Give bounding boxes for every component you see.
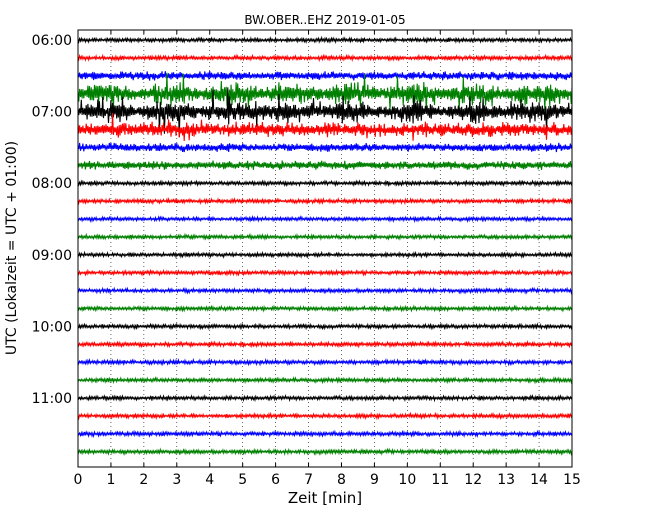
y-tick-label: 10:00 — [32, 319, 72, 335]
x-tick-label: 11 — [431, 472, 449, 488]
y-tick-label: 08:00 — [32, 176, 72, 192]
y-tick-label: 11:00 — [32, 391, 72, 407]
x-tick-label: 5 — [238, 472, 247, 488]
chart-title: BW.OBER..EHZ 2019-01-05 — [244, 13, 405, 27]
x-tick-label: 9 — [370, 472, 379, 488]
trace-1100 — [77, 393, 573, 403]
trace-1145 — [77, 447, 573, 456]
y-axis-ticks: 06:00 07:00 08:00 09:00 10:00 11:00 — [32, 33, 572, 407]
x-tick-label: 8 — [337, 472, 346, 488]
x-tick-label: 7 — [304, 472, 313, 488]
trace-0900 — [77, 250, 573, 259]
trace-0745 — [77, 160, 573, 170]
trace-1015 — [77, 340, 573, 349]
x-tick-label: 14 — [530, 472, 548, 488]
trace-0800 — [77, 179, 573, 188]
y-tick-label: 06:00 — [32, 33, 72, 49]
x-tick-label: 6 — [271, 472, 280, 488]
x-axis-label: Zeit [min] — [288, 489, 362, 507]
x-tick-label: 3 — [172, 472, 181, 488]
trace-0915 — [77, 268, 573, 277]
trace-1000 — [77, 322, 573, 331]
y-axis-label: UTC (Lokalzeit = UTC + 01:00) — [4, 141, 20, 355]
trace-0830 — [77, 214, 573, 224]
x-tick-label: 12 — [464, 472, 482, 488]
trace-0645 — [77, 72, 573, 113]
y-tick-label: 09:00 — [32, 248, 72, 264]
x-tick-label: 2 — [139, 472, 148, 488]
trace-1130 — [77, 429, 573, 439]
x-axis-ticks: 0 1 2 3 4 5 6 7 8 9 10 11 12 13 14 15 — [74, 30, 581, 488]
y-tick-label: 07:00 — [32, 105, 72, 121]
trace-1045 — [77, 376, 573, 385]
trace-0615 — [77, 53, 573, 63]
trace-0715 — [77, 113, 573, 142]
trace-0630 — [77, 71, 573, 81]
x-tick-label: 0 — [74, 472, 83, 488]
trace-0815 — [77, 197, 573, 206]
trace-0845 — [77, 232, 573, 241]
trace-1030 — [77, 357, 573, 367]
x-tick-label: 13 — [497, 472, 515, 488]
grid-lines — [110, 30, 540, 467]
trace-0700 — [77, 87, 573, 138]
x-tick-label: 10 — [398, 472, 416, 488]
trace-1115 — [77, 411, 573, 421]
trace-0930 — [77, 286, 573, 295]
x-tick-label: 4 — [205, 472, 214, 488]
trace-0730 — [77, 142, 573, 153]
trace-0600 — [77, 35, 573, 45]
plot-frame — [77, 29, 573, 468]
x-tick-label: 15 — [563, 472, 581, 488]
x-tick-label: 1 — [106, 472, 115, 488]
trace-0945 — [77, 304, 573, 313]
trace-group — [77, 35, 573, 456]
